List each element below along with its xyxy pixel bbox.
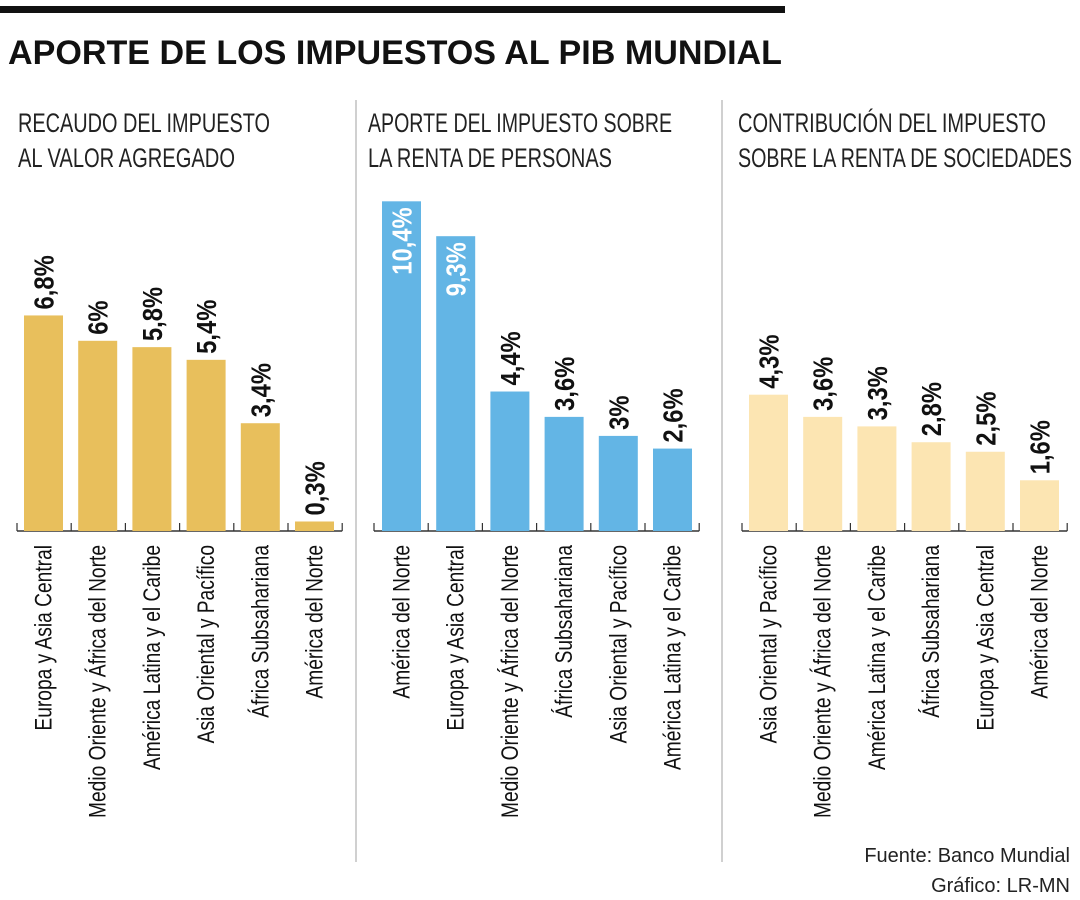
category-label: Asia Oriental y Pacífico (754, 545, 782, 743)
bar (803, 416, 843, 531)
panel-3-title-line-2: SOBRE LA RENTA DE SOCIEDADES (738, 143, 1072, 173)
category-label: América Latina y el Caribe (863, 545, 891, 770)
data-label: 5,4% (190, 300, 222, 354)
panel-3-title-line-1: CONTRIBUCIÓN DEL IMPUESTO (738, 107, 1046, 138)
data-label: 6% (82, 300, 114, 334)
category-label: Medio Oriente y África del Norte (809, 545, 837, 818)
data-label: 0,3% (299, 461, 331, 515)
category-label: América Latina y el Caribe (658, 545, 686, 770)
category-label: Asia Oriental y Pacífico (192, 545, 220, 743)
bar (436, 236, 476, 531)
top-rule (0, 6, 785, 13)
bar (749, 394, 788, 531)
bar (78, 340, 118, 531)
category-label: Europa y Asia Central (29, 545, 57, 731)
panel-1-title-line-1: RECAUDO DEL IMPUESTO (18, 108, 270, 138)
data-label: 6,8% (28, 255, 60, 309)
bar (857, 426, 897, 531)
category-label: Europa y Asia Central (971, 545, 999, 731)
data-label: 3,4% (244, 363, 276, 417)
category-label: Europa y Asia Central (442, 545, 470, 731)
data-label: 2,6% (657, 388, 689, 442)
category-label: América del Norte (1025, 545, 1053, 699)
bar (295, 521, 334, 531)
bar (1020, 480, 1059, 531)
category-label: Asia Oriental y Pacífico (604, 545, 632, 743)
data-label: 2,5% (969, 392, 1001, 446)
panel-2-title-line-1: APORTE DEL IMPUESTO SOBRE (368, 108, 672, 138)
bar (490, 391, 530, 531)
category-label: América del Norte (300, 545, 328, 699)
panel-2-title-line-2: LA RENTA DE PERSONAS (368, 143, 612, 173)
category-label: América Latina y el Caribe (138, 545, 166, 770)
data-label: 5,8% (136, 287, 168, 341)
data-label: 1,6% (1024, 420, 1056, 474)
category-label: Medio Oriente y África del Norte (496, 545, 524, 818)
panel-1-title-line-2: AL VALOR AGREGADO (18, 143, 235, 173)
bar (132, 347, 172, 531)
category-label: Medio Oriente y África del Norte (84, 545, 112, 818)
data-label: 4,4% (494, 331, 526, 385)
bar (240, 423, 280, 531)
credit-note: Gráfico: LR-MN (931, 875, 1070, 897)
category-label: África Subsahariana (550, 544, 578, 718)
bar (598, 435, 638, 531)
data-label: 4,3% (753, 334, 785, 388)
category-label: África Subsahariana (917, 544, 945, 718)
category-label: África Subsahariana (246, 544, 274, 718)
bar (653, 448, 692, 531)
bar (544, 416, 584, 531)
bar (24, 315, 63, 531)
bar (965, 451, 1005, 531)
data-label: 3,6% (548, 357, 580, 411)
bar (382, 201, 421, 531)
category-label: América del Norte (387, 545, 415, 699)
data-label: 3,6% (807, 357, 839, 411)
data-label: 9,3% (440, 242, 472, 296)
data-label: 10,4% (386, 207, 418, 274)
bar (186, 359, 226, 531)
bar (911, 442, 951, 531)
data-label: 3% (602, 396, 634, 430)
data-label: 2,8% (915, 382, 947, 436)
data-label: 3,3% (861, 366, 893, 420)
source-note: Fuente: Banco Mundial (864, 845, 1070, 867)
page-title: APORTE DE LOS IMPUESTOS AL PIB MUNDIAL (8, 34, 782, 72)
